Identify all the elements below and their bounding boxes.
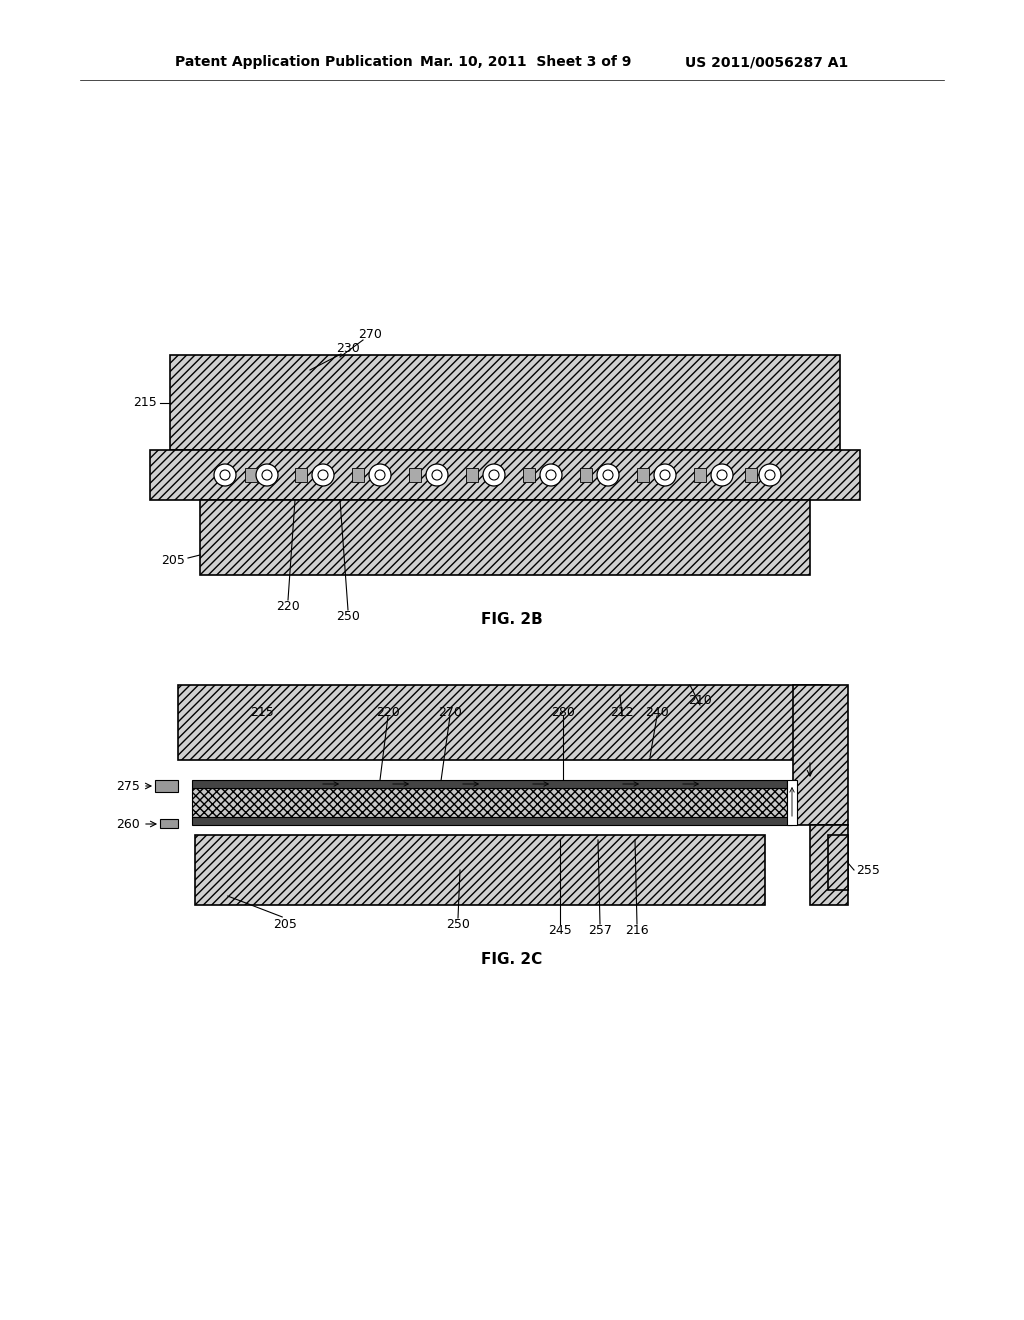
- Circle shape: [318, 470, 328, 480]
- Bar: [352, 469, 364, 482]
- Text: 215: 215: [250, 705, 273, 718]
- Text: Patent Application Publication: Patent Application Publication: [175, 55, 413, 69]
- Text: 205: 205: [273, 917, 297, 931]
- Text: FIG. 2C: FIG. 2C: [481, 953, 543, 968]
- Circle shape: [375, 470, 385, 480]
- Circle shape: [711, 465, 733, 486]
- Bar: [793, 685, 848, 825]
- Text: 260: 260: [117, 817, 140, 830]
- Text: Mar. 10, 2011  Sheet 3 of 9: Mar. 10, 2011 Sheet 3 of 9: [420, 55, 632, 69]
- Text: 205: 205: [161, 553, 185, 566]
- Text: 230: 230: [336, 342, 359, 355]
- Bar: [787, 780, 797, 825]
- Text: 250: 250: [336, 610, 360, 623]
- Circle shape: [546, 470, 556, 480]
- Text: 280: 280: [551, 705, 574, 718]
- Bar: [195, 836, 765, 906]
- Circle shape: [220, 470, 230, 480]
- Bar: [193, 817, 792, 825]
- Circle shape: [483, 465, 505, 486]
- Text: 240: 240: [645, 705, 669, 718]
- Circle shape: [369, 465, 391, 486]
- Circle shape: [717, 470, 727, 480]
- Text: 275: 275: [116, 780, 140, 792]
- Text: 250: 250: [446, 917, 470, 931]
- Bar: [637, 469, 649, 482]
- Bar: [745, 469, 757, 482]
- Bar: [193, 788, 787, 817]
- Bar: [523, 469, 535, 482]
- Bar: [200, 500, 810, 576]
- Circle shape: [540, 465, 562, 486]
- Bar: [694, 469, 706, 482]
- Circle shape: [432, 470, 442, 480]
- Circle shape: [312, 465, 334, 486]
- Circle shape: [214, 465, 236, 486]
- Text: 216: 216: [626, 924, 649, 936]
- Text: 212: 212: [610, 705, 634, 718]
- Text: 270: 270: [358, 329, 382, 342]
- Bar: [828, 836, 848, 890]
- Bar: [295, 469, 307, 482]
- Circle shape: [654, 465, 676, 486]
- Bar: [466, 469, 478, 482]
- Bar: [245, 469, 257, 482]
- Circle shape: [489, 470, 499, 480]
- Bar: [160, 818, 178, 828]
- Bar: [155, 780, 178, 792]
- Bar: [580, 469, 592, 482]
- Text: 270: 270: [438, 705, 462, 718]
- Text: 210: 210: [688, 693, 712, 706]
- Circle shape: [256, 465, 278, 486]
- Bar: [178, 685, 828, 760]
- Circle shape: [597, 465, 618, 486]
- Circle shape: [603, 470, 613, 480]
- Text: 220: 220: [276, 599, 300, 612]
- Circle shape: [262, 470, 272, 480]
- Bar: [150, 450, 860, 500]
- Circle shape: [759, 465, 781, 486]
- Bar: [409, 469, 421, 482]
- Text: 255: 255: [856, 863, 880, 876]
- Text: US 2011/0056287 A1: US 2011/0056287 A1: [685, 55, 848, 69]
- Text: 220: 220: [376, 705, 400, 718]
- Text: 257: 257: [588, 924, 612, 936]
- Circle shape: [765, 470, 775, 480]
- Text: FIG. 2B: FIG. 2B: [481, 612, 543, 627]
- Bar: [170, 355, 840, 450]
- Bar: [193, 780, 787, 788]
- Text: 215: 215: [133, 396, 157, 409]
- Bar: [810, 825, 848, 906]
- Text: 245: 245: [548, 924, 571, 936]
- Circle shape: [660, 470, 670, 480]
- Circle shape: [426, 465, 449, 486]
